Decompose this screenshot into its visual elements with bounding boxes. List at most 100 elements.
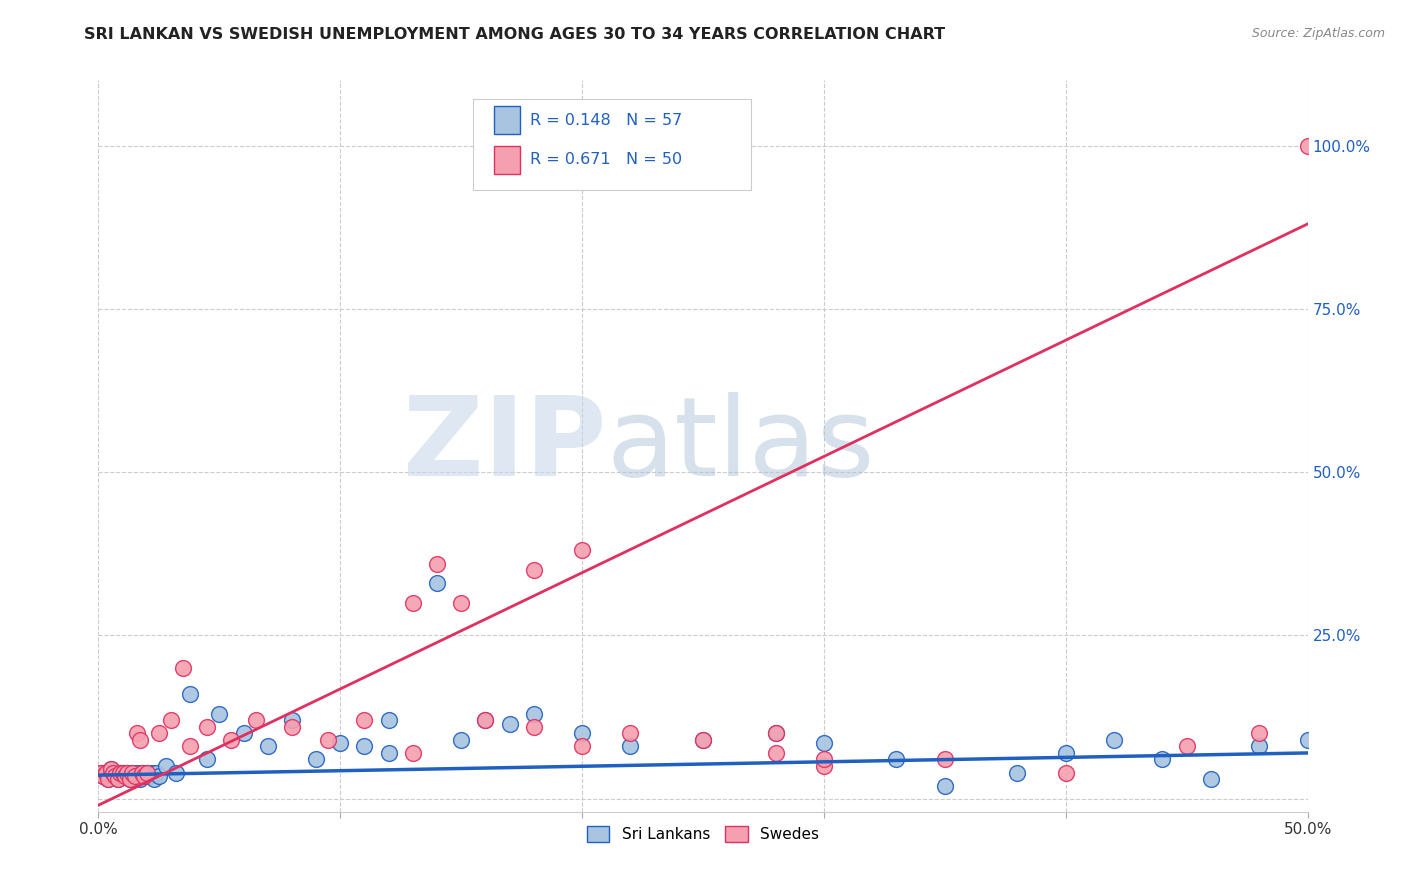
- Point: [155, 759, 177, 773]
- Point: [1007, 765, 1029, 780]
- Point: [165, 765, 187, 780]
- FancyBboxPatch shape: [474, 99, 751, 190]
- Point: [114, 769, 136, 783]
- Point: [256, 739, 278, 754]
- Point: [145, 765, 167, 780]
- Point: [172, 661, 194, 675]
- Point: [1296, 732, 1319, 747]
- Point: [571, 739, 593, 754]
- Point: [195, 752, 218, 766]
- Point: [208, 706, 231, 721]
- Point: [117, 765, 139, 780]
- Point: [245, 714, 267, 728]
- Point: [94, 765, 117, 780]
- Text: R = 0.148   N = 57: R = 0.148 N = 57: [530, 112, 682, 128]
- Point: [402, 596, 425, 610]
- Point: [107, 772, 129, 786]
- Text: R = 0.671   N = 50: R = 0.671 N = 50: [530, 153, 682, 168]
- Point: [281, 714, 304, 728]
- Point: [121, 765, 143, 780]
- Point: [474, 714, 496, 728]
- Point: [104, 769, 127, 783]
- Point: [148, 769, 170, 783]
- Point: [1152, 752, 1174, 766]
- Point: [100, 762, 122, 776]
- Point: [329, 736, 352, 750]
- Point: [813, 752, 835, 766]
- Text: Source: ZipAtlas.com: Source: ZipAtlas.com: [1251, 27, 1385, 40]
- Point: [97, 772, 120, 786]
- Point: [221, 732, 243, 747]
- Point: [101, 765, 124, 780]
- Legend: Sri Lankans, Swedes: Sri Lankans, Swedes: [581, 820, 825, 848]
- Point: [765, 746, 787, 760]
- Point: [692, 732, 714, 747]
- Point: [135, 765, 157, 780]
- Point: [426, 557, 449, 571]
- Point: [523, 706, 546, 721]
- Point: [402, 746, 425, 760]
- Point: [1249, 739, 1271, 754]
- Point: [886, 752, 908, 766]
- Point: [90, 765, 112, 780]
- Point: [813, 736, 835, 750]
- Point: [813, 759, 835, 773]
- Point: [131, 765, 153, 780]
- Point: [934, 779, 956, 793]
- Point: [135, 765, 157, 780]
- Point: [474, 714, 496, 728]
- Point: [124, 769, 146, 783]
- Point: [128, 772, 150, 786]
- Point: [111, 765, 134, 780]
- Point: [450, 732, 472, 747]
- Point: [1054, 765, 1077, 780]
- Bar: [494, 146, 520, 174]
- Point: [619, 739, 641, 754]
- Point: [195, 720, 218, 734]
- Point: [148, 726, 170, 740]
- Point: [1054, 746, 1077, 760]
- Point: [1296, 138, 1319, 153]
- Point: [118, 772, 141, 786]
- Point: [450, 596, 472, 610]
- Point: [97, 772, 120, 786]
- Point: [1249, 726, 1271, 740]
- Point: [692, 732, 714, 747]
- Point: [160, 714, 183, 728]
- Bar: [494, 106, 520, 134]
- Point: [1199, 772, 1222, 786]
- Point: [117, 765, 139, 780]
- Point: [107, 772, 129, 786]
- Point: [426, 576, 449, 591]
- Point: [1102, 732, 1125, 747]
- Point: [127, 726, 149, 740]
- Point: [90, 765, 112, 780]
- Point: [108, 765, 131, 780]
- Point: [765, 726, 787, 740]
- Point: [108, 765, 131, 780]
- Point: [353, 714, 375, 728]
- Point: [934, 752, 956, 766]
- Point: [127, 765, 149, 780]
- Point: [91, 769, 114, 783]
- Point: [571, 543, 593, 558]
- Point: [118, 772, 141, 786]
- Point: [353, 739, 375, 754]
- Point: [143, 772, 166, 786]
- Point: [523, 720, 546, 734]
- Text: ZIP: ZIP: [404, 392, 606, 500]
- Point: [131, 765, 153, 780]
- Point: [111, 765, 134, 780]
- Point: [91, 769, 114, 783]
- Point: [128, 732, 150, 747]
- Point: [179, 687, 201, 701]
- Point: [100, 762, 122, 776]
- Point: [134, 769, 156, 783]
- Point: [134, 769, 156, 783]
- Point: [765, 726, 787, 740]
- Point: [1175, 739, 1198, 754]
- Point: [179, 739, 201, 754]
- Text: SRI LANKAN VS SWEDISH UNEMPLOYMENT AMONG AGES 30 TO 34 YEARS CORRELATION CHART: SRI LANKAN VS SWEDISH UNEMPLOYMENT AMONG…: [84, 27, 945, 42]
- Point: [305, 752, 328, 766]
- Point: [316, 732, 339, 747]
